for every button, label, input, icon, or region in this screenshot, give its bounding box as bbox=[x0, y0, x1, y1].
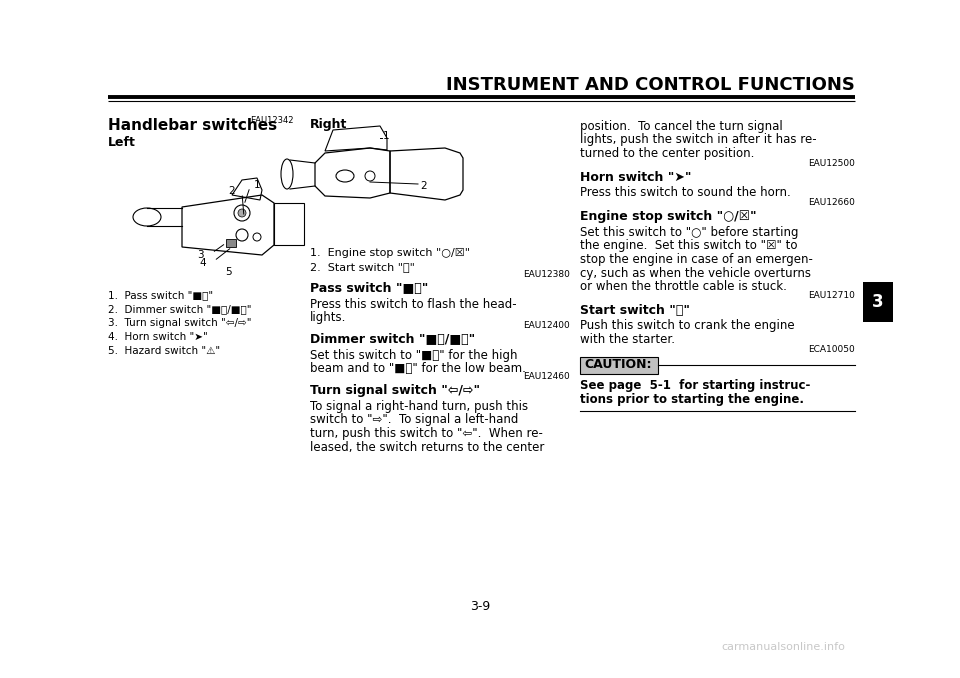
Text: EAU12710: EAU12710 bbox=[808, 292, 855, 300]
Text: 1.  Pass switch "■⦾": 1. Pass switch "■⦾" bbox=[108, 290, 213, 300]
Text: with the starter.: with the starter. bbox=[580, 333, 675, 346]
Text: 4.  Horn switch "➤": 4. Horn switch "➤" bbox=[108, 332, 207, 342]
Text: 2.  Start switch "ⓢ": 2. Start switch "ⓢ" bbox=[310, 262, 415, 272]
Circle shape bbox=[238, 209, 246, 217]
Text: Horn switch "➤": Horn switch "➤" bbox=[580, 170, 691, 184]
Text: Handlebar switches: Handlebar switches bbox=[108, 118, 277, 133]
Text: 5.  Hazard switch "⚠": 5. Hazard switch "⚠" bbox=[108, 346, 220, 356]
Text: 1: 1 bbox=[254, 180, 260, 190]
Text: 2.  Dimmer switch "■⦾/■⦾": 2. Dimmer switch "■⦾/■⦾" bbox=[108, 304, 252, 314]
Text: INSTRUMENT AND CONTROL FUNCTIONS: INSTRUMENT AND CONTROL FUNCTIONS bbox=[446, 76, 855, 94]
Text: lights, push the switch in after it has re-: lights, push the switch in after it has … bbox=[580, 134, 817, 146]
Text: Dimmer switch "■⦾/■⦾": Dimmer switch "■⦾/■⦾" bbox=[310, 333, 475, 346]
Text: cy, such as when the vehicle overturns: cy, such as when the vehicle overturns bbox=[580, 266, 811, 279]
Text: 3-9: 3-9 bbox=[469, 600, 491, 613]
Text: See page  5-1  for starting instruc-: See page 5-1 for starting instruc- bbox=[580, 380, 810, 393]
Bar bbox=[274, 203, 304, 245]
Text: 3: 3 bbox=[198, 250, 204, 260]
Text: EAU12400: EAU12400 bbox=[523, 321, 570, 330]
Text: lights.: lights. bbox=[310, 311, 347, 325]
Text: turned to the center position.: turned to the center position. bbox=[580, 147, 755, 160]
Text: Turn signal switch "⇦/⇨": Turn signal switch "⇦/⇨" bbox=[310, 384, 480, 397]
Text: leased, the switch returns to the center: leased, the switch returns to the center bbox=[310, 441, 544, 454]
Bar bbox=[580, 357, 658, 374]
Text: position.  To cancel the turn signal: position. To cancel the turn signal bbox=[580, 120, 782, 133]
Text: 1.  Engine stop switch "○/☒": 1. Engine stop switch "○/☒" bbox=[310, 248, 470, 258]
Text: Left: Left bbox=[108, 136, 136, 149]
Text: carmanualsonline.info: carmanualsonline.info bbox=[721, 642, 845, 652]
Text: the engine.  Set this switch to "☒" to: the engine. Set this switch to "☒" to bbox=[580, 239, 798, 252]
Text: Start switch "ⓢ": Start switch "ⓢ" bbox=[580, 304, 690, 317]
Bar bbox=[863, 282, 893, 322]
Text: Push this switch to crank the engine: Push this switch to crank the engine bbox=[580, 319, 795, 332]
Text: Pass switch "■⦾": Pass switch "■⦾" bbox=[310, 282, 428, 295]
Text: Press this switch to flash the head-: Press this switch to flash the head- bbox=[310, 298, 516, 311]
Text: Press this switch to sound the horn.: Press this switch to sound the horn. bbox=[580, 186, 791, 199]
Text: Right: Right bbox=[310, 118, 348, 131]
Text: Set this switch to "■⦾" for the high: Set this switch to "■⦾" for the high bbox=[310, 349, 517, 362]
Text: EAU12660: EAU12660 bbox=[808, 198, 855, 207]
Text: To signal a right-hand turn, push this: To signal a right-hand turn, push this bbox=[310, 400, 528, 413]
Text: 3: 3 bbox=[873, 293, 884, 311]
Text: 2: 2 bbox=[228, 186, 235, 196]
Text: or when the throttle cable is stuck.: or when the throttle cable is stuck. bbox=[580, 280, 787, 293]
Text: 4: 4 bbox=[200, 258, 206, 268]
Text: stop the engine in case of an emergen-: stop the engine in case of an emergen- bbox=[580, 253, 813, 266]
Text: EAU12380: EAU12380 bbox=[523, 270, 570, 279]
Text: Set this switch to "○" before starting: Set this switch to "○" before starting bbox=[580, 226, 799, 239]
Text: EAU12500: EAU12500 bbox=[808, 159, 855, 167]
Text: turn, push this switch to "⇦".  When re-: turn, push this switch to "⇦". When re- bbox=[310, 427, 542, 440]
Text: EAU12342: EAU12342 bbox=[250, 116, 294, 125]
Text: 2: 2 bbox=[420, 181, 426, 191]
Text: CAUTION:: CAUTION: bbox=[584, 359, 652, 372]
Text: switch to "⇨".  To signal a left-hand: switch to "⇨". To signal a left-hand bbox=[310, 414, 518, 426]
Text: 5: 5 bbox=[225, 267, 231, 277]
Text: tions prior to starting the engine.: tions prior to starting the engine. bbox=[580, 393, 804, 406]
Text: beam and to "■⦾" for the low beam.: beam and to "■⦾" for the low beam. bbox=[310, 363, 526, 376]
Text: 3.  Turn signal switch "⇦/⇨": 3. Turn signal switch "⇦/⇨" bbox=[108, 318, 252, 328]
Text: EAU12460: EAU12460 bbox=[523, 372, 570, 381]
Text: 1: 1 bbox=[383, 131, 390, 141]
Text: Engine stop switch "○/☒": Engine stop switch "○/☒" bbox=[580, 210, 756, 223]
Text: ECA10050: ECA10050 bbox=[808, 344, 855, 353]
Bar bbox=[226, 239, 236, 247]
